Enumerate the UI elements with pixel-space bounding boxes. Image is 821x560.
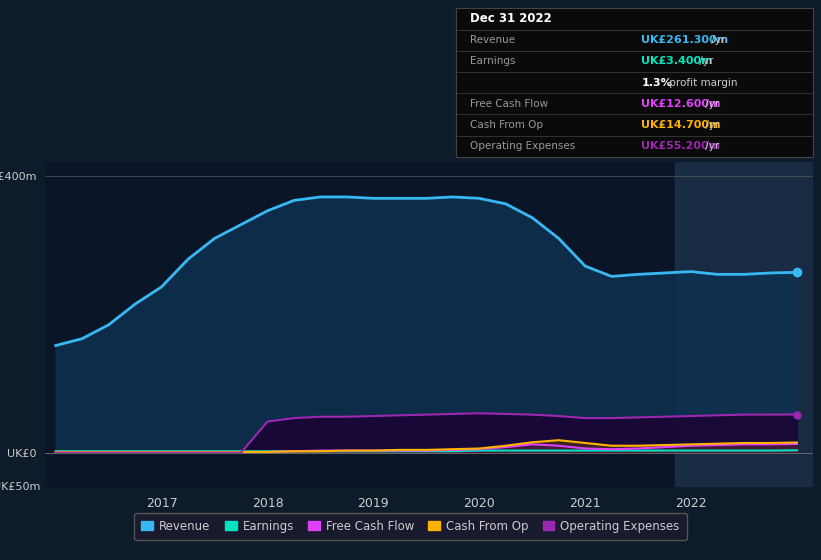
Text: Earnings: Earnings	[470, 57, 516, 67]
Text: -UK£50m: -UK£50m	[0, 482, 41, 492]
Text: /yr: /yr	[702, 99, 719, 109]
Text: UK£55.200m: UK£55.200m	[641, 141, 721, 151]
Text: /yr: /yr	[709, 35, 726, 45]
Text: UK£261.300m: UK£261.300m	[641, 35, 728, 45]
Text: Free Cash Flow: Free Cash Flow	[470, 99, 548, 109]
Text: profit margin: profit margin	[666, 78, 737, 87]
Text: Revenue: Revenue	[470, 35, 515, 45]
Text: 1.3%: 1.3%	[641, 78, 672, 87]
Legend: Revenue, Earnings, Free Cash Flow, Cash From Op, Operating Expenses: Revenue, Earnings, Free Cash Flow, Cash …	[135, 513, 686, 540]
Bar	[675, 162, 821, 487]
Text: Cash From Op: Cash From Op	[470, 120, 543, 130]
Text: Operating Expenses: Operating Expenses	[470, 141, 576, 151]
Text: /yr: /yr	[702, 141, 719, 151]
Text: /yr: /yr	[696, 57, 713, 67]
Text: /yr: /yr	[702, 120, 719, 130]
Text: Dec 31 2022: Dec 31 2022	[470, 12, 552, 26]
Text: UK£3.400m: UK£3.400m	[641, 57, 713, 67]
Text: UK£12.600m: UK£12.600m	[641, 99, 721, 109]
Text: UK£14.700m: UK£14.700m	[641, 120, 721, 130]
